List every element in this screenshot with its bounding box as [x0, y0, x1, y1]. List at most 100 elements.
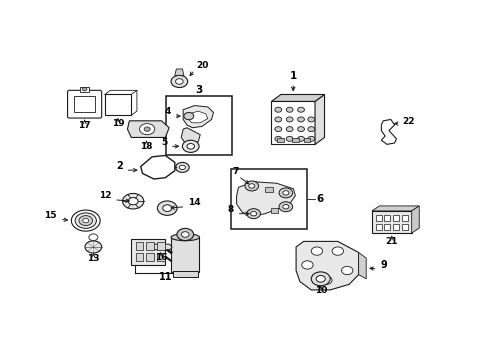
Bar: [292, 138, 299, 141]
Circle shape: [89, 234, 98, 240]
FancyBboxPatch shape: [67, 90, 102, 118]
Text: 2: 2: [116, 161, 122, 171]
Polygon shape: [151, 244, 172, 250]
Bar: [173, 271, 197, 278]
Bar: [80, 87, 89, 92]
Text: 6: 6: [316, 194, 323, 204]
Circle shape: [311, 272, 329, 286]
Bar: [371, 211, 411, 233]
Circle shape: [175, 79, 183, 84]
Text: 15: 15: [44, 211, 57, 220]
Circle shape: [122, 193, 143, 209]
Circle shape: [79, 216, 92, 226]
Circle shape: [285, 127, 292, 132]
Circle shape: [274, 127, 281, 132]
Circle shape: [244, 181, 258, 191]
Bar: [392, 215, 398, 221]
Circle shape: [279, 188, 292, 198]
Text: 11: 11: [158, 272, 172, 282]
Polygon shape: [188, 111, 207, 123]
Bar: [384, 215, 389, 221]
Circle shape: [183, 112, 193, 120]
Text: 20: 20: [196, 60, 208, 69]
Circle shape: [311, 247, 322, 255]
Polygon shape: [127, 121, 169, 138]
Circle shape: [282, 191, 288, 195]
Bar: [401, 224, 407, 230]
Polygon shape: [236, 182, 295, 216]
Bar: [303, 138, 310, 141]
Circle shape: [186, 144, 194, 149]
Circle shape: [75, 213, 96, 228]
Text: 9: 9: [380, 260, 386, 270]
Text: 16: 16: [154, 253, 167, 262]
Text: 19: 19: [111, 120, 124, 129]
Bar: [74, 96, 95, 112]
Polygon shape: [175, 69, 183, 75]
Polygon shape: [358, 252, 366, 279]
Polygon shape: [371, 206, 418, 211]
Bar: [104, 94, 131, 115]
Bar: [146, 242, 154, 250]
Circle shape: [316, 275, 325, 282]
Circle shape: [320, 276, 331, 284]
Polygon shape: [381, 120, 396, 144]
Bar: [375, 215, 381, 221]
Circle shape: [181, 232, 189, 237]
Bar: [392, 224, 398, 230]
Circle shape: [248, 184, 254, 188]
Circle shape: [71, 210, 100, 231]
Circle shape: [85, 241, 102, 253]
Circle shape: [246, 209, 260, 219]
Polygon shape: [181, 128, 200, 144]
Text: 18: 18: [140, 142, 152, 151]
Text: 3: 3: [195, 85, 203, 95]
Bar: [136, 242, 143, 250]
Circle shape: [297, 107, 304, 112]
Bar: [271, 102, 314, 144]
Bar: [131, 239, 165, 265]
Circle shape: [282, 204, 288, 209]
Circle shape: [82, 87, 87, 91]
Circle shape: [285, 117, 292, 122]
Circle shape: [250, 211, 256, 216]
Circle shape: [307, 117, 314, 122]
Circle shape: [279, 202, 292, 212]
Circle shape: [175, 162, 189, 172]
Circle shape: [274, 136, 281, 141]
Circle shape: [171, 75, 187, 87]
Bar: [171, 237, 199, 272]
Polygon shape: [296, 242, 358, 290]
Text: 10: 10: [314, 286, 326, 295]
Text: 22: 22: [401, 117, 414, 126]
Circle shape: [307, 127, 314, 132]
Circle shape: [82, 219, 89, 223]
Circle shape: [274, 107, 281, 112]
Text: 4: 4: [164, 107, 170, 116]
Bar: [264, 186, 272, 192]
Text: 5: 5: [161, 138, 167, 147]
Circle shape: [182, 140, 199, 152]
Text: 13: 13: [87, 254, 100, 263]
Circle shape: [301, 261, 312, 269]
Circle shape: [274, 117, 281, 122]
Bar: [277, 138, 284, 141]
Polygon shape: [411, 206, 418, 233]
Bar: [136, 253, 143, 261]
Circle shape: [285, 107, 292, 112]
Circle shape: [297, 136, 304, 141]
Bar: [384, 224, 389, 230]
Circle shape: [179, 165, 185, 170]
Text: 14: 14: [188, 198, 200, 207]
Bar: [230, 169, 306, 229]
Circle shape: [297, 117, 304, 122]
Circle shape: [163, 205, 171, 211]
Bar: [157, 242, 164, 250]
Circle shape: [307, 136, 314, 141]
Text: 12: 12: [99, 192, 111, 201]
Bar: [401, 215, 407, 221]
Bar: [146, 253, 154, 261]
Text: 1: 1: [289, 71, 296, 81]
Polygon shape: [183, 105, 213, 128]
Circle shape: [341, 266, 352, 275]
